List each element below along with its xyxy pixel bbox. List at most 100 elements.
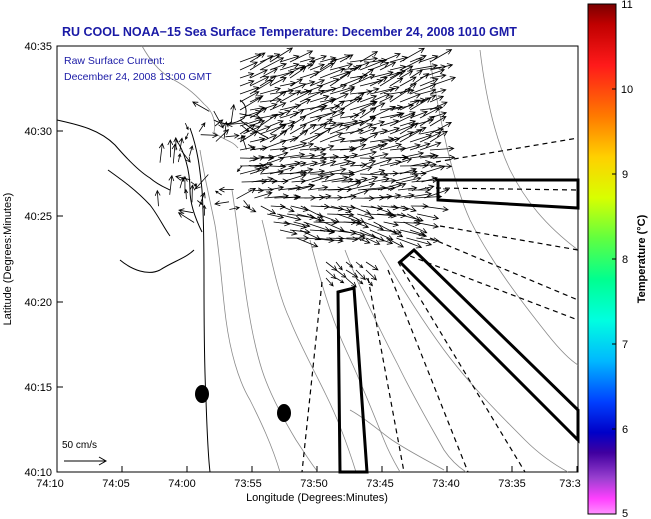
current-vector — [309, 160, 327, 167]
current-vector — [279, 90, 302, 103]
current-vector — [319, 107, 346, 119]
current-vector — [194, 174, 209, 190]
current-vector — [218, 186, 234, 193]
current-vector — [319, 167, 347, 175]
current-vector — [409, 110, 429, 119]
current-vector — [359, 159, 377, 167]
current-vector — [429, 63, 454, 71]
current-vector — [355, 261, 364, 269]
current-vector — [289, 129, 309, 143]
current-vector — [197, 200, 203, 205]
x-tick-label: 74:05 — [102, 478, 130, 490]
current-vector — [369, 120, 386, 127]
current-vector — [399, 151, 425, 159]
current-vector — [214, 119, 224, 127]
current-vector — [185, 132, 189, 141]
current-vector — [345, 261, 354, 268]
x-axis-label: Longitude (Degrees:Minutes) — [246, 492, 388, 504]
current-vector — [230, 103, 236, 124]
current-vector — [409, 142, 431, 151]
current-vector — [353, 221, 370, 229]
current-vector — [339, 160, 356, 167]
y-tick-label: 40:10 — [24, 467, 52, 479]
current-vector — [419, 141, 442, 151]
x-tick-label: 74:00 — [168, 478, 196, 490]
current-vector — [259, 57, 285, 71]
current-vector — [389, 123, 416, 135]
current-vector — [178, 137, 184, 152]
current-vector — [273, 220, 291, 227]
current-vector — [329, 100, 346, 111]
y-tick-label: 40:20 — [24, 297, 52, 309]
current-vector — [369, 157, 393, 167]
current-vector — [359, 59, 385, 71]
current-vector — [289, 228, 311, 235]
current-vector — [329, 154, 350, 161]
current-vector — [249, 125, 271, 135]
y-axis: 40:35 40:30 40:25 40:20 40:15 40:10 Lati… — [2, 41, 63, 479]
current-vector — [329, 71, 352, 87]
current-vector — [399, 122, 419, 135]
colorbar-tick-label: 10 — [621, 84, 633, 96]
current-vector — [359, 141, 389, 151]
current-vector — [359, 68, 375, 79]
current-vector — [269, 151, 289, 159]
current-vector — [399, 167, 418, 175]
current-vector — [283, 221, 307, 230]
current-vector — [319, 132, 343, 143]
current-vector — [259, 139, 287, 151]
current-vector — [311, 175, 330, 183]
current-vector — [420, 205, 449, 212]
colorbar-tick-label: 11 — [621, 0, 632, 11]
current-vector — [269, 165, 295, 175]
current-vector — [380, 204, 399, 211]
current-vector — [349, 150, 378, 159]
current-vector — [289, 109, 305, 119]
current-vector — [389, 112, 405, 119]
current-vector — [284, 194, 302, 201]
annotation-line2: December 24, 2008 13:00 GMT — [64, 71, 212, 83]
current-vector — [337, 181, 362, 191]
current-vector — [429, 95, 445, 103]
current-vector — [289, 90, 313, 103]
current-vector — [399, 129, 423, 143]
current-vector — [379, 126, 401, 135]
current-vector — [359, 133, 379, 143]
current-vector — [409, 63, 439, 71]
current-vector — [389, 103, 415, 111]
current-vector — [399, 93, 422, 103]
current-vector — [289, 152, 316, 159]
current-vector — [365, 277, 373, 287]
current-vector — [387, 182, 407, 191]
colorbar — [587, 3, 617, 515]
current-vector — [289, 98, 311, 111]
x-tick-label: 73:55 — [234, 478, 262, 490]
current-vector — [401, 176, 422, 183]
current-vector — [289, 66, 307, 79]
current-vector — [309, 147, 327, 153]
current-vector — [399, 70, 414, 79]
current-vector — [309, 98, 336, 111]
current-vector — [360, 205, 384, 211]
current-vector — [214, 190, 222, 196]
current-vector — [296, 237, 319, 248]
current-vector — [365, 261, 379, 271]
current-vector — [198, 122, 206, 132]
current-vector — [319, 58, 338, 71]
current-vector — [400, 205, 417, 213]
current-vector — [222, 121, 229, 139]
current-vector — [184, 122, 189, 131]
current-vector — [319, 160, 337, 167]
current-vector — [177, 212, 195, 223]
current-vector — [374, 193, 393, 200]
y-tick-label: 40:35 — [24, 41, 52, 53]
current-vector — [417, 213, 440, 221]
map-title: RU COOL NOAA−15 Sea Surface Temperature:… — [62, 25, 517, 39]
current-vector — [269, 120, 284, 127]
current-vector — [319, 144, 335, 151]
current-vector — [391, 173, 419, 183]
x-tick-label: 74:10 — [36, 478, 64, 490]
current-vector — [249, 95, 264, 103]
current-vector — [383, 221, 400, 227]
current-vector — [236, 165, 243, 173]
